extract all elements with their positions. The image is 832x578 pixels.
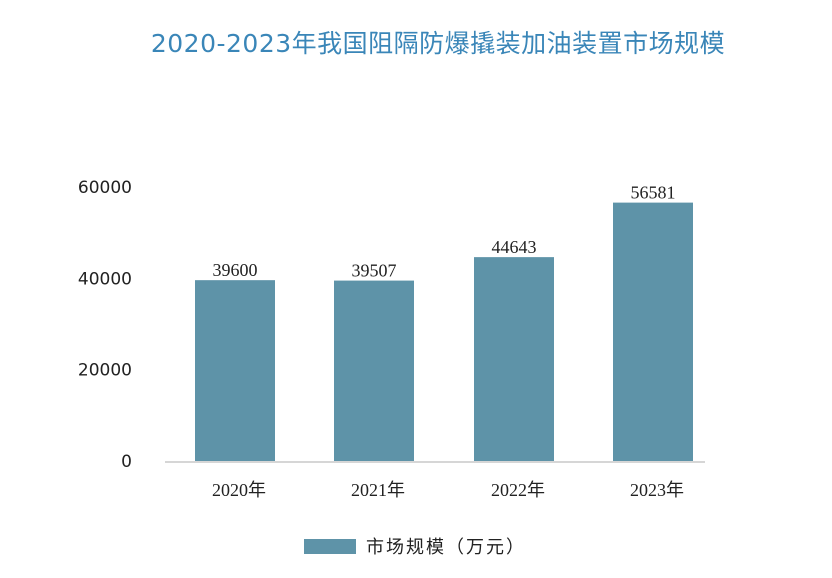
x-category-label: 2023年 <box>630 480 684 500</box>
bars <box>195 202 693 461</box>
x-category-label: 2022年 <box>491 480 545 500</box>
y-tick-label: 20000 <box>78 361 132 381</box>
legend: 市场规模（万元） <box>304 533 526 559</box>
bar <box>474 257 554 461</box>
bar-value-label: 56581 <box>631 183 676 203</box>
x-category-label: 2020年 <box>212 480 266 500</box>
chart-title: 2020-2023年我国阻隔防爆撬装加油装置市场规模 <box>150 29 726 58</box>
y-tick-label: 0 <box>121 452 132 472</box>
y-tick-label: 40000 <box>78 269 132 289</box>
bar-value-label: 39600 <box>213 260 258 280</box>
legend-label: 市场规模（万元） <box>366 537 526 558</box>
bar-value-label: 39507 <box>352 261 397 281</box>
y-tick-label: 60000 <box>78 178 132 198</box>
legend-swatch <box>304 538 356 554</box>
bar <box>334 280 414 461</box>
x-category-label: 2021年 <box>351 480 405 500</box>
bar <box>195 280 275 461</box>
y-axis-ticks: 0 20000 40000 60000 <box>78 178 132 472</box>
data-labels: 39600 39507 44643 56581 <box>213 183 676 281</box>
bar-value-label: 44643 <box>492 237 537 257</box>
category-labels: 2020年 2021年 2022年 2023年 <box>212 480 684 500</box>
bar <box>613 202 693 461</box>
